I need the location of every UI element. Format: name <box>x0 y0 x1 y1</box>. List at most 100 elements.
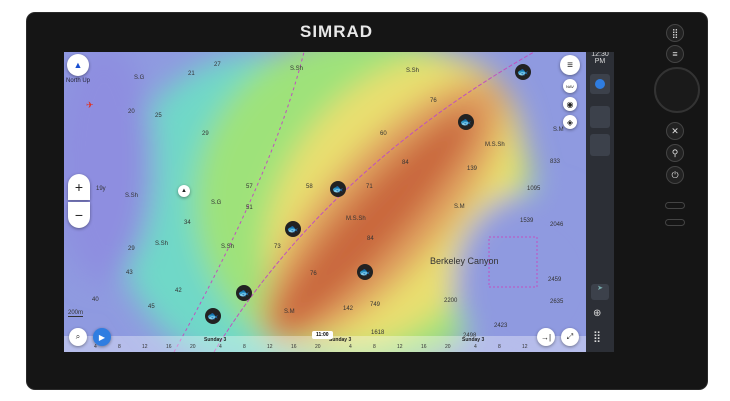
depth-label: 76 <box>430 98 437 104</box>
app-tile[interactable] <box>590 106 610 128</box>
depth-label: 21 <box>188 71 195 77</box>
depth-label: 45 <box>148 304 155 310</box>
fish-marker-icon[interactable]: 🐟 <box>357 264 373 280</box>
timeline[interactable]: 4 8 12 16 20 4 8 12 16 20 4 8 12 16 20 4 8 12 Sunday 3 Su… <box>64 336 586 352</box>
eye-icon: ◉ <box>566 99 574 109</box>
depth-label: 84 <box>367 236 374 242</box>
timeline-tick: 8 <box>498 344 501 350</box>
fullscreen-button[interactable]: ⤢ <box>561 328 579 346</box>
timeline-tick: 20 <box>445 344 451 350</box>
depth-label: 1618 <box>371 330 385 336</box>
orientation-label: North Up <box>66 78 91 84</box>
timeline-tick: 16 <box>166 344 172 350</box>
timeline-tick: 16 <box>421 344 427 350</box>
timeline-tick: 4 <box>94 344 97 350</box>
depth-label: 1539 <box>520 218 534 224</box>
depth-label: 749 <box>370 302 381 308</box>
rotary-knob[interactable] <box>654 67 700 113</box>
chart-screen: S.Sh S.Sh 76 27 21 S.G 20 25 29 60 84 71 58 M.S.Sh 84 S… <box>64 52 614 352</box>
search-button[interactable]: ⌕ <box>69 328 87 346</box>
layers-button[interactable]: ◈ <box>563 115 577 129</box>
power-icon: ⏻ <box>671 169 679 180</box>
app-tile[interactable] <box>590 74 610 94</box>
depth-label: 58 <box>306 184 313 190</box>
depth-label: S.Sh <box>290 66 304 72</box>
visibility-button[interactable]: ◉ <box>563 97 577 111</box>
depth-label: 71 <box>366 184 373 190</box>
depth-label: S.M <box>284 309 295 315</box>
timeline-day: Sunday 3 <box>462 337 485 343</box>
heatmap-layer <box>64 52 586 352</box>
apps-grid-icon[interactable]: ⣿ <box>593 331 602 343</box>
hw-key-up[interactable] <box>665 202 685 209</box>
depth-label: 2459 <box>548 277 562 283</box>
timeline-tick: 12 <box>397 344 403 350</box>
depth-label: 29 <box>202 131 209 137</box>
fish-marker-icon[interactable]: 🐟 <box>330 181 346 197</box>
depth-label: 73 <box>274 244 281 250</box>
zoom-out-button[interactable]: − <box>68 202 90 228</box>
depth-label: 60 <box>380 131 387 137</box>
timeline-tick: 4 <box>474 344 477 350</box>
depth-label: S.G <box>211 200 222 206</box>
add-waypoint-icon[interactable]: ⊕ <box>593 308 602 319</box>
compass-icon[interactable]: ▲ <box>67 54 89 76</box>
depth-label: 2423 <box>494 323 508 329</box>
depth-label: 42 <box>175 288 182 294</box>
depth-label: 1095 <box>527 186 541 192</box>
location-pin-icon: ⚲ <box>671 147 679 158</box>
menu-button[interactable]: ≡ <box>560 55 580 75</box>
app-tile[interactable] <box>590 134 610 156</box>
home-button[interactable]: ⣿ <box>666 24 684 42</box>
depth-label: 34 <box>184 220 191 226</box>
goto-end-button[interactable]: →| <box>537 328 555 346</box>
close-icon: ✕ <box>671 125 679 136</box>
depth-label: S.Sh <box>406 68 420 74</box>
depth-label: S.G <box>134 75 145 81</box>
nav-button[interactable]: NAV <box>563 79 577 93</box>
hw-key-down[interactable] <box>665 219 685 226</box>
depth-label: 27 <box>214 62 221 68</box>
time-marker[interactable]: 11:00 <box>312 331 333 339</box>
fish-marker-icon[interactable]: 🐟 <box>236 285 252 301</box>
close-button[interactable]: ✕ <box>666 122 684 140</box>
depth-label: 76 <box>310 271 317 277</box>
fish-marker-icon[interactable]: 🐟 <box>205 308 221 324</box>
timeline-day: Sunday 3 <box>204 337 227 343</box>
chart-map[interactable]: S.Sh S.Sh 76 27 21 S.G 20 25 29 60 84 71 58 M.S.Sh 84 S… <box>64 52 586 352</box>
fish-marker-icon[interactable]: 🐟 <box>515 64 531 80</box>
depth-label: 142 <box>343 306 354 312</box>
vessel-icon: ✈ <box>86 100 94 110</box>
depth-label: 2046 <box>550 222 564 228</box>
search-icon: ⌕ <box>75 332 81 341</box>
menu-icon: ≡ <box>567 59 573 71</box>
timeline-tick: 8 <box>243 344 246 350</box>
play-button[interactable]: ▶ <box>93 328 111 346</box>
waypoint-hw-button[interactable]: ⚲ <box>666 144 684 162</box>
region-label: Berkeley Canyon <box>430 256 499 266</box>
side-panel: 12:30 PM ➤ ⊕ ⣿ <box>586 52 614 352</box>
depth-label: M.S.Sh <box>485 142 505 148</box>
timeline-tick: 4 <box>349 344 352 350</box>
menu-hw-button[interactable]: ≡ <box>666 45 684 63</box>
depth-label: 25 <box>155 113 162 119</box>
timeline-tick: 12 <box>142 344 148 350</box>
depth-label: 139 <box>467 166 478 172</box>
timeline-tick: 16 <box>291 344 297 350</box>
depth-label: S.M <box>454 204 465 210</box>
depth-label: 833 <box>550 159 561 165</box>
waypoint-icon[interactable]: ▲ <box>178 185 190 197</box>
depth-label: 51 <box>246 205 253 211</box>
depth-label: S.Sh <box>221 244 235 250</box>
fish-marker-icon[interactable]: 🐟 <box>285 221 301 237</box>
fullscreen-icon: ⤢ <box>566 332 574 341</box>
power-button[interactable]: ⏻ <box>666 166 684 184</box>
menu-icon: ≡ <box>672 49 678 59</box>
timeline-tick: 20 <box>315 344 321 350</box>
timeline-day: Sunday 3 <box>329 337 352 343</box>
zoom-in-button[interactable]: + <box>68 174 90 200</box>
clock: 12:30 PM <box>591 52 609 65</box>
brand-logo: SIMRAD <box>300 22 374 41</box>
autopilot-button[interactable]: ➤ <box>591 284 609 300</box>
fish-marker-icon[interactable]: 🐟 <box>458 114 474 130</box>
